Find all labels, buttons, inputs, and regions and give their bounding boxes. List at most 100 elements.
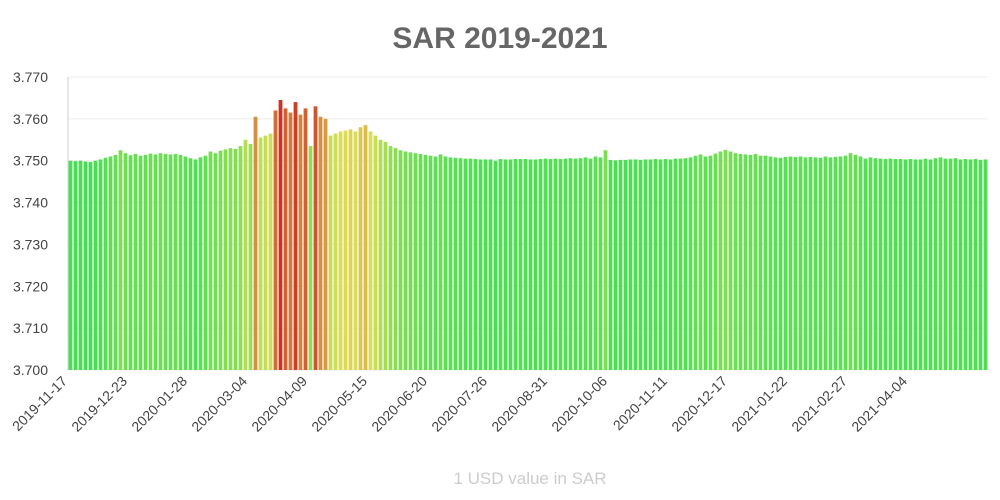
bar [388,146,393,370]
bar [788,156,793,370]
bar [338,131,343,370]
bar [68,160,73,370]
bar [598,157,603,370]
chart-title: SAR 2019-2021 [392,22,607,55]
bar [313,106,318,371]
bar [398,150,403,370]
bar [803,157,808,370]
bar [748,154,753,370]
bar [908,159,913,370]
bar [233,148,238,370]
bar [733,153,738,370]
bar [753,154,758,370]
bar [713,153,718,370]
bar [498,159,503,370]
bar [268,133,273,370]
bar [628,159,633,370]
bar [808,156,813,370]
bar [518,159,523,370]
bar [858,156,863,370]
bar [193,159,198,370]
bar [898,159,903,370]
bar [743,154,748,370]
bar [168,154,173,370]
bar [578,158,583,370]
bar [593,156,598,370]
bar [703,156,708,370]
bar [228,148,233,370]
bar [688,157,693,370]
bar [638,159,643,370]
bar [208,151,213,370]
bar [378,139,383,370]
bar [548,159,553,370]
y-tick-label: 3.730 [13,236,48,252]
x-tick-label: 2020-05-15 [308,373,370,435]
bar [573,158,578,370]
bar [213,153,218,370]
bar [708,155,713,370]
bar [283,108,288,371]
x-tick-label: 2021-04-04 [848,373,910,435]
bar [878,158,883,370]
bar [358,127,363,370]
x-tick-label: 2021-02-27 [788,373,850,435]
bar [658,159,663,370]
bar [363,125,368,370]
bar [443,156,448,370]
bar [643,159,648,370]
bar [873,158,878,370]
bar [108,156,113,370]
bar [133,154,138,370]
bar [493,160,498,370]
bar [333,133,338,370]
bar [758,155,763,370]
bar [383,141,388,370]
bar [948,158,953,370]
x-tick-label: 2020-12-17 [668,373,730,435]
bar [523,159,528,370]
bar [513,159,518,370]
x-axis-label: 1 USD value in SAR [453,469,606,488]
bar [103,157,108,370]
bar [148,153,153,370]
x-tick-label: 2020-03-04 [188,373,250,435]
bar [468,158,473,370]
bar [248,143,253,370]
bar [863,158,868,370]
bar [458,158,463,370]
bar [828,157,833,370]
bar [648,159,653,370]
bar [953,158,958,370]
bar [478,159,483,370]
bar [793,156,798,370]
bar [343,130,348,370]
bar [958,159,963,370]
bar [848,153,853,370]
bar [308,146,313,370]
bar [273,110,278,370]
bar [73,161,78,370]
bar [508,159,513,370]
bar [678,158,683,370]
bar [528,159,533,370]
bar [78,160,83,370]
x-tick-label: 2020-04-09 [248,373,310,435]
bar [773,157,778,370]
bar [943,158,948,370]
bar [178,154,183,370]
y-tick-label: 3.720 [13,278,48,294]
bar [683,158,688,370]
bar [353,131,358,370]
bar [588,158,593,370]
bar [938,157,943,370]
bar [83,161,88,370]
bar [123,153,128,370]
x-tick-label: 2021-01-22 [728,373,790,435]
bar [473,159,478,370]
bar [348,129,353,370]
x-tick-label: 2020-08-31 [488,373,550,435]
bar [278,100,283,371]
bar [318,116,323,370]
